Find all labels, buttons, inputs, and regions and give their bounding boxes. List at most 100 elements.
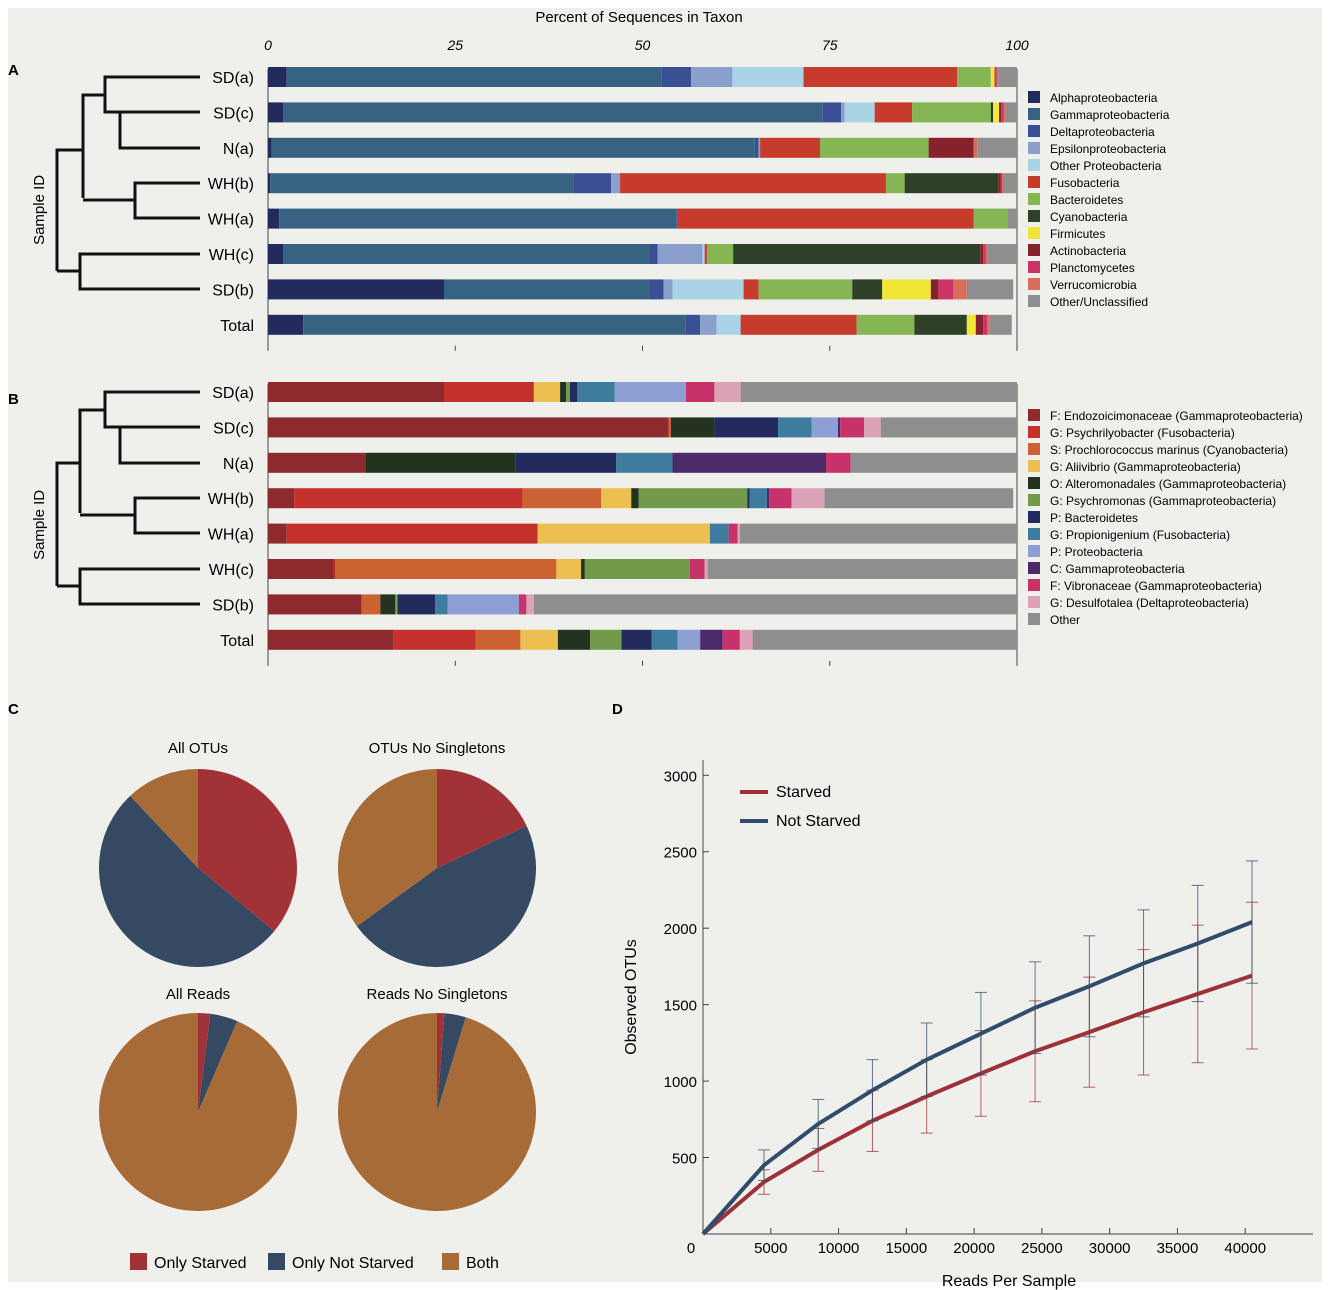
legend-swatch — [1028, 227, 1040, 239]
legend-label: F: Vibronaceae (Gammaproteobacteria) — [1050, 579, 1262, 593]
bar-segment — [740, 382, 1017, 402]
bar-segment — [590, 629, 622, 650]
bar-segment — [268, 488, 295, 509]
legend-label: Planctomycetes — [1050, 261, 1135, 275]
legend-label: C: Gammaproteobacteria — [1050, 562, 1185, 576]
sample-label: N(a) — [223, 456, 254, 473]
bar-segment — [268, 417, 669, 438]
y-tick-label: 3000 — [664, 768, 697, 785]
bar-segment — [822, 102, 841, 123]
bar-segment — [914, 314, 967, 335]
legend-label: Cyanobacteria — [1050, 210, 1128, 224]
bar-segment — [999, 102, 1002, 123]
legend-label: O: Alteromonadales (Gammaproteobacteria) — [1050, 477, 1286, 491]
pie-slice — [99, 1013, 298, 1211]
pie-legend-label: Only Starved — [154, 1255, 246, 1272]
legend-swatch — [1028, 528, 1040, 540]
bar-segment — [268, 67, 287, 87]
pie-slice — [338, 1013, 537, 1211]
bar-segment — [444, 279, 650, 300]
pie-slice — [99, 795, 275, 967]
bar-segment — [758, 279, 853, 300]
bar-segment — [282, 102, 823, 123]
y-tick-label: 500 — [672, 1151, 697, 1168]
bar-segment — [1007, 208, 1017, 229]
dendrogram-branch — [118, 425, 200, 465]
sample-label: WH(c) — [209, 562, 254, 579]
bar-segment — [268, 452, 366, 473]
bar-segment — [518, 594, 527, 615]
bar-segment — [294, 488, 523, 509]
bar-segment — [998, 67, 1017, 87]
bar-segment — [769, 488, 792, 509]
legend-label: Epsilonproteobacteria — [1050, 142, 1166, 156]
bar-segment — [520, 629, 558, 650]
pie-slice — [437, 1013, 445, 1112]
panel-label-a: A — [8, 62, 19, 79]
pie-legend-swatch — [130, 1253, 147, 1270]
sample-label: WH(a) — [208, 527, 254, 544]
bar-segment — [749, 488, 767, 509]
bar-segment — [702, 244, 705, 264]
bar-segment — [1005, 102, 1017, 123]
pie-title: All Reads — [166, 986, 230, 1003]
pie-legend-swatch — [442, 1253, 459, 1270]
bar-segment — [569, 382, 578, 402]
x-tick-label: 75 — [822, 37, 838, 53]
bar-segment — [268, 382, 445, 402]
dendrogram — [55, 75, 200, 291]
bar-segment — [874, 102, 913, 123]
legend-label: Alphaproteobacteria — [1050, 91, 1158, 105]
bar-segment — [380, 594, 396, 615]
bar-segment — [685, 314, 701, 335]
bar-segment — [737, 523, 740, 544]
bar-segment — [533, 382, 561, 402]
bar-segment — [983, 244, 986, 264]
bar-segment — [333, 559, 336, 579]
bar-segment — [760, 137, 821, 158]
bar-segment — [268, 314, 304, 335]
dendrogram-branch — [55, 461, 80, 586]
bar-segment — [393, 629, 476, 650]
x-tick-label: 25 — [446, 37, 463, 53]
legend-swatch — [1028, 210, 1040, 222]
bar-segment — [638, 488, 748, 509]
bar-segment — [614, 382, 686, 402]
sample-label: N(a) — [223, 141, 254, 158]
series-line — [701, 973, 1253, 1236]
bar-segment — [268, 559, 334, 579]
pie-slice — [437, 1013, 466, 1112]
bar-segment — [271, 137, 755, 158]
bar-segment — [904, 173, 999, 194]
bar-segment — [397, 594, 436, 615]
legend-swatch — [1028, 460, 1040, 472]
sample-label: SD(a) — [212, 385, 254, 402]
bar-segment — [882, 279, 931, 300]
bar-segment — [983, 314, 988, 335]
x-tick-label: 25000 — [1021, 1240, 1063, 1257]
bar-segment — [732, 67, 804, 87]
sample-label: Total — [220, 633, 254, 650]
bar-segment — [704, 559, 708, 579]
legend-swatch — [1028, 579, 1040, 591]
bar-segment — [268, 173, 271, 194]
x-tick-label: 15000 — [885, 1240, 927, 1257]
bar-segment — [985, 244, 988, 264]
bar-segment — [444, 382, 534, 402]
bar-segment — [754, 137, 759, 158]
bar-segment — [1001, 102, 1004, 123]
pie-title: All OTUs — [168, 740, 228, 757]
legend-label: G: Aliivibrio (Gammaproteobacteria) — [1050, 460, 1241, 474]
legend-swatch — [1028, 511, 1040, 523]
bar-segment — [526, 594, 534, 615]
bar-segment — [365, 452, 516, 473]
bar-segment — [279, 208, 677, 229]
bar-segment — [980, 244, 984, 264]
percent-axis-group: Percent of Sequences in Taxon 0 25 50 75 100 — [264, 9, 1029, 53]
line-legend-label: Not Starved — [776, 813, 860, 830]
bar-segment — [733, 244, 981, 264]
legend-label: G: Psychrilyobacter (Fusobacteria) — [1050, 426, 1235, 440]
bar-segment — [620, 173, 886, 194]
pie-legend-label: Only Not Starved — [292, 1255, 414, 1272]
legend-swatch — [1028, 278, 1040, 290]
